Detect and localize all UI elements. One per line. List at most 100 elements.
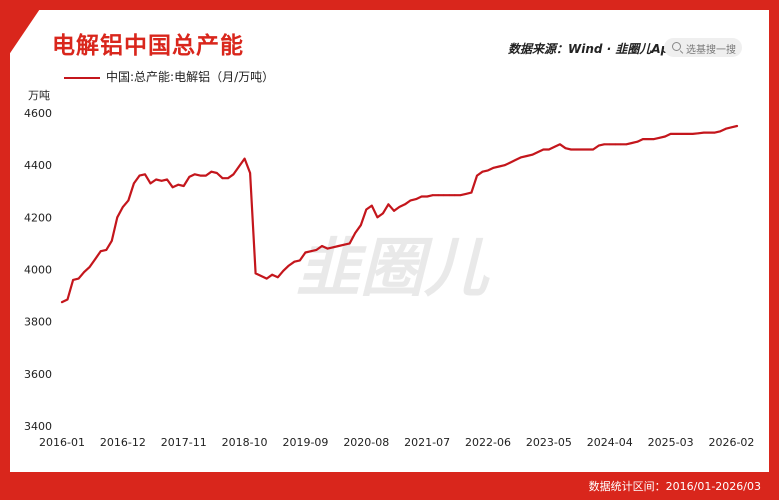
x-axis-ticks: 2016-01 2016-12 2017-11 2018-10 2019-09 2020-… <box>39 436 754 449</box>
data-point <box>326 247 329 250</box>
x-tick-label: 2016-01 <box>39 436 85 449</box>
data-point <box>370 204 373 207</box>
data-point <box>404 203 406 206</box>
data-point <box>365 208 368 211</box>
data-point <box>155 178 158 181</box>
data-point <box>337 245 340 247</box>
data-point <box>525 155 528 157</box>
data-point <box>188 176 191 178</box>
data-point <box>409 199 412 202</box>
search-icon <box>672 42 681 51</box>
data-point <box>348 242 351 245</box>
data-points <box>61 125 738 303</box>
data-point <box>453 194 456 197</box>
data-point <box>664 135 666 138</box>
data-point <box>431 194 434 197</box>
data-point <box>702 131 705 134</box>
data-point <box>426 195 429 198</box>
data-point <box>343 243 346 246</box>
data-point <box>487 169 489 172</box>
data-point <box>564 147 567 150</box>
data-point <box>536 151 539 154</box>
search-placeholder: 选基搜一搜 <box>686 45 736 56</box>
x-tick-label: 2024-04 <box>587 436 633 449</box>
data-point <box>61 301 63 303</box>
data-point <box>531 153 534 156</box>
x-tick-label: 2017-11 <box>161 436 207 449</box>
data-point <box>592 148 594 151</box>
data-point <box>205 174 207 177</box>
data-point <box>199 174 202 177</box>
data-point <box>249 172 252 174</box>
watermark: 韭圈儿 <box>296 232 490 306</box>
data-point <box>614 143 617 146</box>
data-point <box>459 194 462 197</box>
data-point <box>570 148 572 151</box>
data-point <box>238 165 240 168</box>
data-point <box>636 140 639 143</box>
data-point <box>448 194 451 197</box>
data-point <box>714 131 716 134</box>
data-point <box>736 125 738 127</box>
x-tick-label: 2020-08 <box>343 436 389 449</box>
y-tick-label: 4000 <box>24 264 52 277</box>
x-tick-label: 2021-07 <box>404 436 450 449</box>
data-point <box>376 216 379 219</box>
data-point <box>642 138 644 141</box>
x-tick-label: 2016-12 <box>100 436 146 449</box>
x-tick-label: 2022-06 <box>465 436 511 449</box>
data-point <box>631 142 633 144</box>
data-point <box>144 173 146 176</box>
data-point <box>321 245 323 247</box>
data-point <box>675 133 677 135</box>
data-point <box>99 250 102 253</box>
data-point <box>503 164 506 167</box>
data-point <box>359 224 362 227</box>
y-tick-label: 3600 <box>24 368 52 381</box>
y-tick-label: 3800 <box>24 316 52 329</box>
data-point <box>254 272 257 275</box>
data-point <box>182 185 185 187</box>
y-axis-unit: 万吨 <box>28 89 50 102</box>
legend-label: 中国:总产能:电解铝（月/万吨） <box>106 70 275 84</box>
data-point <box>442 194 445 197</box>
data-point <box>481 170 484 173</box>
data-point <box>398 206 401 208</box>
data-point <box>293 260 296 263</box>
chart-card <box>10 10 769 472</box>
data-point <box>122 206 124 208</box>
data-point <box>221 177 224 180</box>
data-point <box>575 148 578 151</box>
data-point <box>276 276 279 279</box>
data-point <box>415 198 417 201</box>
data-point <box>470 191 473 194</box>
data-point <box>553 146 556 148</box>
data-point <box>719 130 722 133</box>
data-point <box>116 216 119 219</box>
data-point <box>658 136 661 139</box>
data-point <box>725 127 727 130</box>
data-point <box>669 133 672 135</box>
data-point <box>680 133 683 135</box>
data-point <box>647 138 650 141</box>
data-point <box>193 173 196 176</box>
data-point <box>105 249 108 251</box>
x-tick-label: 2018-10 <box>222 436 268 449</box>
data-point <box>509 161 512 164</box>
corner-accent <box>0 0 46 68</box>
data-point <box>265 277 268 280</box>
data-point <box>227 177 229 180</box>
data-point <box>177 183 180 186</box>
data-point <box>160 179 163 182</box>
search-box[interactable]: 选基搜一搜 <box>664 38 742 57</box>
x-tick-label: 2026-02 <box>708 436 754 449</box>
data-point <box>476 174 478 177</box>
y-tick-label: 4200 <box>24 211 52 224</box>
data-point <box>216 172 218 174</box>
data-point <box>110 239 113 242</box>
data-point <box>498 165 500 168</box>
data-point <box>387 203 390 206</box>
data-point <box>83 271 85 273</box>
data-point <box>608 143 611 146</box>
